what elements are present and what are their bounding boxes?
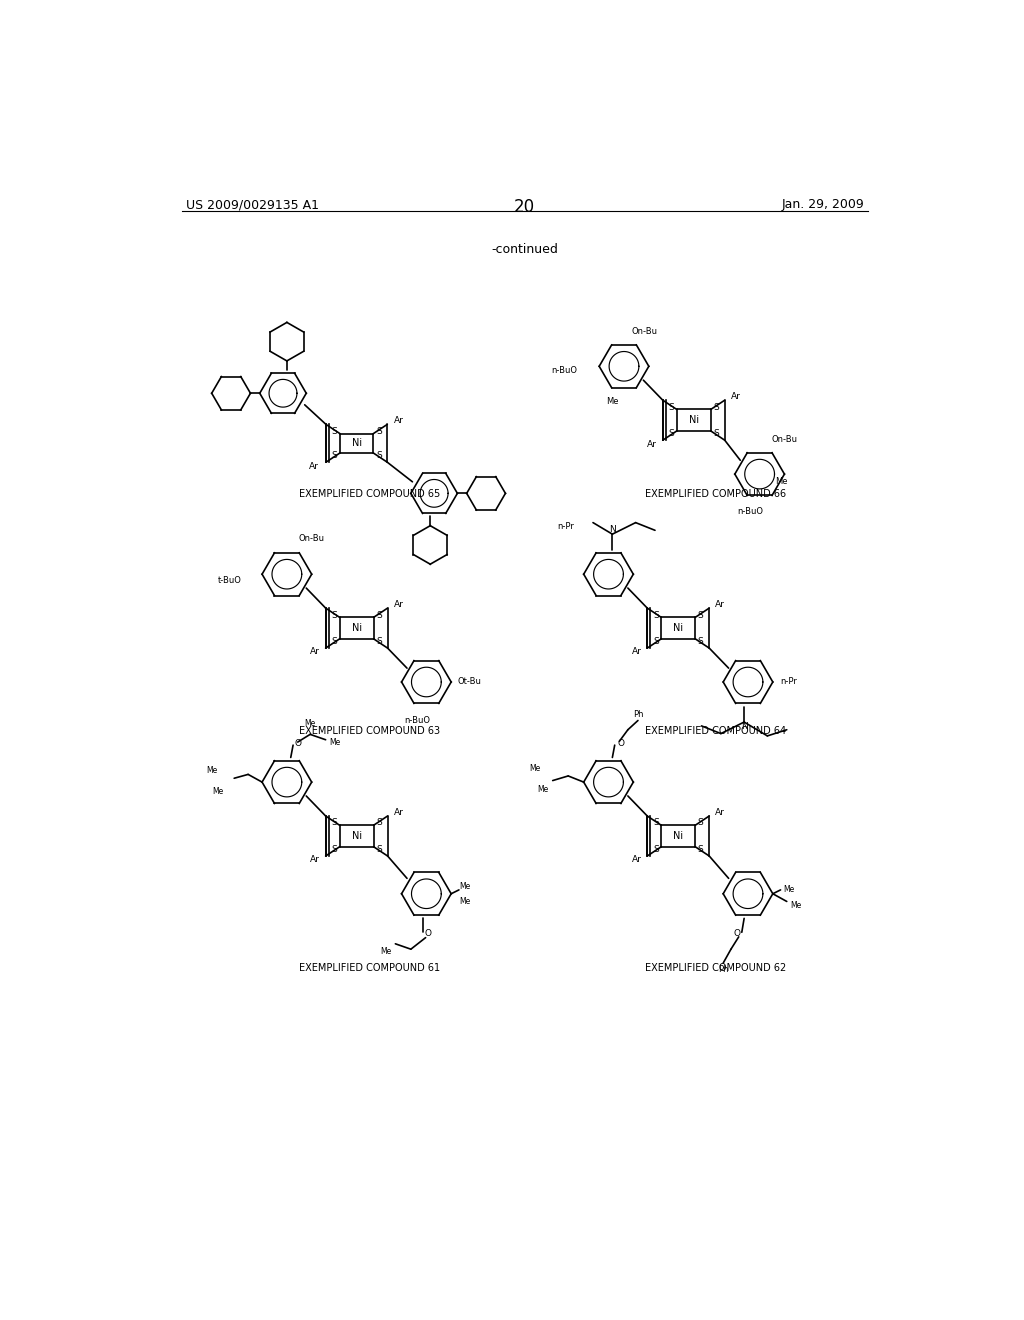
Text: S: S: [376, 451, 382, 459]
Text: t-BuO: t-BuO: [218, 576, 242, 585]
Text: Me: Me: [380, 946, 391, 956]
Text: EXEMPLIFIED COMPOUND 61: EXEMPLIFIED COMPOUND 61: [299, 964, 440, 973]
Text: Me: Me: [212, 787, 223, 796]
Text: S: S: [714, 429, 719, 438]
Text: EXEMPLIFIED COMPOUND 66: EXEMPLIFIED COMPOUND 66: [645, 488, 785, 499]
Text: Me: Me: [330, 738, 341, 747]
Text: n-Pr: n-Pr: [557, 521, 573, 531]
Text: EXEMPLIFIED COMPOUND 64: EXEMPLIFIED COMPOUND 64: [645, 726, 785, 735]
Text: S: S: [697, 818, 703, 828]
Text: EXEMPLIFIED COMPOUND 65: EXEMPLIFIED COMPOUND 65: [299, 488, 440, 499]
Text: O: O: [295, 739, 302, 748]
Text: S: S: [669, 429, 674, 438]
Text: n-BuO: n-BuO: [737, 507, 763, 516]
Text: Me: Me: [606, 397, 618, 407]
Text: S: S: [332, 451, 337, 459]
Text: On-Bu: On-Bu: [299, 533, 325, 543]
Text: Ni: Ni: [351, 438, 361, 449]
Text: n-Pr: n-Pr: [780, 677, 798, 686]
Text: 20: 20: [514, 198, 536, 216]
Text: O: O: [424, 929, 431, 939]
Text: n-BuO: n-BuO: [404, 715, 430, 725]
Text: S: S: [332, 611, 337, 619]
Text: S: S: [332, 636, 337, 645]
Text: Jan. 29, 2009: Jan. 29, 2009: [781, 198, 864, 211]
Text: Ar: Ar: [632, 648, 641, 656]
Text: Me: Me: [460, 898, 471, 906]
Text: US 2009/0029135 A1: US 2009/0029135 A1: [186, 198, 319, 211]
Text: N: N: [740, 722, 748, 731]
Text: On-Bu: On-Bu: [632, 327, 657, 337]
Text: Ot-Bu: Ot-Bu: [458, 677, 481, 686]
Text: S: S: [714, 403, 719, 412]
Text: On-Bu: On-Bu: [771, 436, 798, 444]
Text: S: S: [332, 845, 337, 854]
Text: S: S: [376, 818, 382, 828]
Text: N: N: [609, 525, 615, 535]
Text: Ar: Ar: [647, 440, 656, 449]
Text: Ar: Ar: [393, 599, 403, 609]
Text: Ph: Ph: [633, 710, 643, 719]
Text: -continued: -continued: [492, 243, 558, 256]
Text: O: O: [733, 929, 740, 939]
Text: Me: Me: [791, 900, 802, 909]
Text: Me: Me: [206, 766, 217, 775]
Text: S: S: [697, 845, 703, 854]
Text: Ar: Ar: [309, 462, 319, 471]
Text: Ni: Ni: [351, 832, 361, 841]
Text: S: S: [376, 611, 382, 619]
Text: Ar: Ar: [393, 808, 403, 817]
Text: Ar: Ar: [731, 392, 740, 401]
Text: Ni: Ni: [689, 416, 698, 425]
Text: O: O: [617, 739, 624, 748]
Text: Me: Me: [460, 882, 471, 891]
Text: S: S: [697, 636, 703, 645]
Text: n-BuO: n-BuO: [552, 366, 578, 375]
Text: Ar: Ar: [632, 855, 641, 865]
Text: S: S: [669, 403, 674, 412]
Text: Ar: Ar: [310, 648, 319, 656]
Text: Ar: Ar: [715, 808, 725, 817]
Text: Ni: Ni: [351, 623, 361, 634]
Text: S: S: [332, 426, 337, 436]
Text: Ph: Ph: [718, 965, 728, 974]
Text: S: S: [376, 845, 382, 854]
Text: Me: Me: [775, 478, 787, 486]
Text: Me: Me: [529, 764, 541, 772]
Text: S: S: [376, 426, 382, 436]
Text: S: S: [653, 611, 658, 619]
Text: S: S: [376, 636, 382, 645]
Text: Ni: Ni: [673, 832, 683, 841]
Text: Me: Me: [783, 886, 795, 895]
Text: S: S: [332, 818, 337, 828]
Text: Ar: Ar: [394, 416, 403, 425]
Text: Me: Me: [304, 719, 315, 729]
Text: Ni: Ni: [673, 623, 683, 634]
Text: Ar: Ar: [310, 855, 319, 865]
Text: S: S: [653, 818, 658, 828]
Text: Ar: Ar: [715, 599, 725, 609]
Text: Me: Me: [537, 785, 548, 795]
Text: S: S: [653, 845, 658, 854]
Text: S: S: [653, 636, 658, 645]
Text: EXEMPLIFIED COMPOUND 62: EXEMPLIFIED COMPOUND 62: [645, 964, 785, 973]
Text: S: S: [697, 611, 703, 619]
Text: EXEMPLIFIED COMPOUND 63: EXEMPLIFIED COMPOUND 63: [299, 726, 440, 735]
